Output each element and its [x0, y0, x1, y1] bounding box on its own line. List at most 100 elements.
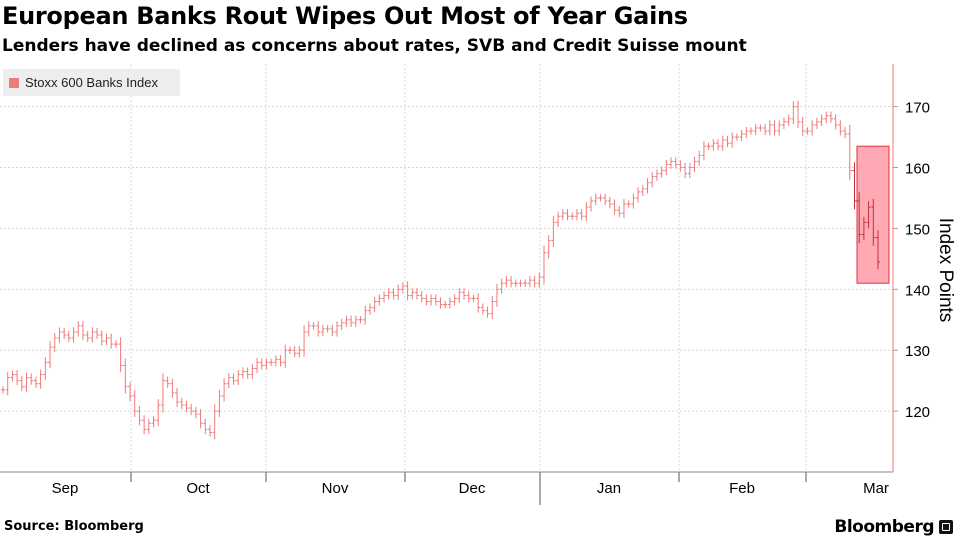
ohlc-bar	[485, 306, 490, 318]
bloomberg-terminal-icon	[939, 520, 953, 534]
ohlc-bar	[800, 116, 805, 137]
ohlc-bar	[471, 294, 476, 303]
ohlc-bar	[546, 235, 551, 259]
y-tick-label: 130	[905, 343, 930, 360]
ohlc-bar	[15, 370, 20, 386]
ohlc-bar	[396, 284, 401, 300]
x-tick-label: Sep	[52, 480, 79, 497]
ohlc-bar	[574, 209, 579, 221]
ohlc-bar	[414, 288, 419, 300]
ohlc-bar	[551, 215, 556, 247]
ohlc-bar	[1, 386, 5, 394]
ohlc-bar	[240, 367, 245, 379]
ohlc-bar	[763, 123, 768, 136]
ohlc-bar	[739, 129, 744, 142]
ohlc-bar	[297, 346, 302, 358]
x-tick-label: Oct	[186, 480, 210, 497]
ohlc-bar	[132, 389, 137, 418]
ohlc-bar	[706, 142, 711, 150]
ohlc-bar	[372, 296, 377, 313]
x-tick-label: Mar	[863, 480, 889, 497]
ohlc-bar	[725, 136, 730, 148]
ohlc-bar	[419, 291, 424, 303]
ohlc-bar	[570, 212, 575, 220]
ohlc-bar	[104, 333, 109, 346]
ohlc-bar	[636, 187, 641, 203]
ohlc-bar	[612, 199, 617, 215]
ohlc-bar	[391, 288, 396, 300]
x-tick-label: Jan	[597, 480, 621, 497]
ohlc-bar	[142, 415, 147, 435]
ohlc-bar	[325, 325, 330, 333]
ohlc-bar	[687, 162, 692, 179]
ohlc-bar	[57, 327, 62, 343]
ohlc-bar	[692, 156, 697, 173]
ohlc-bar	[113, 340, 118, 348]
ohlc-bar	[537, 272, 542, 288]
ohlc-bar	[99, 330, 104, 346]
ohlc-bar	[189, 403, 194, 416]
ohlc-bar	[222, 378, 227, 402]
ohlc-bar	[85, 330, 90, 343]
ohlc-bar	[716, 139, 721, 151]
ohlc-bar	[62, 327, 67, 340]
ohlc-bar	[518, 279, 523, 287]
ohlc-bar	[664, 159, 669, 176]
ohlc-bar	[170, 378, 175, 398]
ohlc-bar	[236, 370, 241, 386]
ohlc-bar	[640, 184, 645, 196]
ohlc-bar	[316, 321, 321, 337]
ohlc-bar	[866, 201, 871, 229]
ohlc-bar	[838, 120, 843, 136]
y-axis-title: Index Points	[935, 218, 956, 323]
legend-label: Stoxx 600 Banks Index	[25, 75, 158, 90]
ohlc-bar	[90, 327, 95, 343]
ohlc-bar	[730, 132, 735, 148]
ohlc-bar	[231, 373, 236, 385]
ohlc-bar	[353, 315, 358, 327]
ohlc-bar	[758, 124, 763, 132]
ohlc-bar	[151, 416, 156, 428]
ohlc-bar	[513, 279, 518, 287]
ohlc-bar	[494, 283, 499, 307]
x-tick-label: Nov	[322, 480, 349, 497]
legend-swatch	[9, 77, 19, 88]
ohlc-bar	[669, 157, 674, 169]
ohlc-bar	[744, 126, 749, 139]
ohlc-bar	[852, 162, 857, 210]
ohlc-bar	[443, 300, 448, 309]
brand-wordmark: Bloomberg	[834, 517, 934, 537]
ohlc-bar	[607, 196, 612, 209]
ohlc-bar	[212, 404, 217, 440]
ohlc-bar	[424, 294, 429, 306]
ohlc-bar	[701, 141, 706, 161]
y-tick-label: 140	[905, 282, 930, 299]
ohlc-bar	[626, 200, 631, 208]
ohlc-bar	[226, 373, 231, 389]
ohlc-bar	[405, 281, 410, 301]
ohlc-bar	[819, 114, 824, 126]
ohlc-bar	[476, 293, 481, 313]
ohlc-bar	[52, 333, 57, 353]
ohlc-bar	[320, 324, 325, 337]
ohlc-bar	[377, 294, 382, 306]
ohlc-bar	[683, 162, 688, 179]
ohlc-bar	[786, 114, 791, 126]
ohlc-bar	[720, 135, 725, 151]
ohlc-bar	[217, 389, 222, 418]
ohlc-bar	[29, 373, 34, 385]
ohlc-bar	[358, 316, 363, 324]
ohlc-bar	[480, 303, 485, 315]
ohlc-bar	[429, 294, 434, 306]
ohlc-bar	[156, 399, 161, 427]
ohlc-bar	[367, 303, 372, 315]
ohlc-bar	[673, 157, 678, 169]
source-note: Source: Bloomberg	[4, 519, 144, 534]
chart-subtitle: Lenders have declined as concerns about …	[2, 36, 747, 56]
ohlc-bar	[311, 322, 316, 330]
ohlc-bar	[621, 199, 626, 219]
legend: Stoxx 600 Banks Index	[3, 69, 180, 96]
ohlc-bar	[400, 282, 405, 294]
ohlc-bar	[43, 356, 48, 381]
ohlc-bar	[828, 111, 833, 123]
